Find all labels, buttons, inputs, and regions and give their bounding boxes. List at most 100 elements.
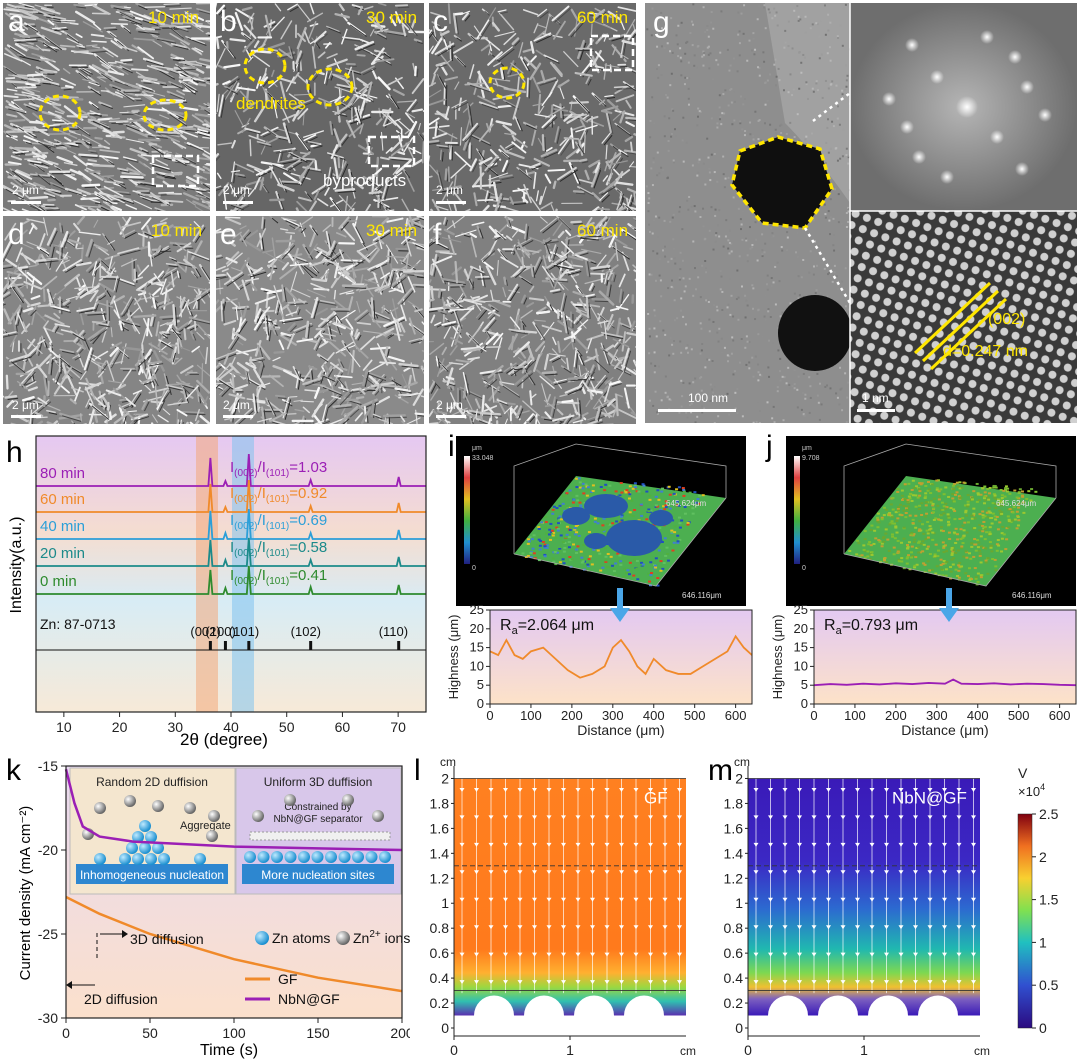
- panel-letter: k: [6, 756, 21, 787]
- zn-atom: [152, 842, 164, 854]
- y-tick-label: -15: [38, 758, 58, 774]
- scale-label: 2 μm: [436, 398, 463, 412]
- zn-electrode-bump: [474, 995, 514, 1016]
- zn-ion: [284, 794, 296, 806]
- panel-letter: m: [708, 756, 733, 787]
- diffraction-spot: [882, 92, 896, 106]
- panel-e: e 30 min 2 μm: [216, 216, 424, 424]
- zn-atom: [244, 851, 256, 863]
- reference-peak-label: (100): [205, 624, 235, 639]
- panel-d: d 10 min 2 μm: [3, 216, 210, 424]
- map-dimension: 646.116μm: [1012, 591, 1052, 600]
- x-tick-label: 0: [450, 1042, 458, 1058]
- zn-electrode-bump: [574, 995, 614, 1016]
- highlight-circle: [488, 66, 526, 100]
- y-tick-label: 1.4: [724, 845, 744, 861]
- sem-texture: [429, 216, 636, 424]
- y-tick-label: 1.2: [430, 870, 450, 886]
- map-dimension: 646.116μm: [682, 591, 722, 600]
- x-axis-label: Distance (μm): [901, 722, 988, 738]
- zn-atom: [325, 851, 337, 863]
- y-axis-label: Highness (μm): [770, 615, 785, 700]
- map-max: 9.708: [802, 455, 820, 462]
- intensity-ratio: I(002)/I(101)=1.03: [230, 459, 327, 479]
- annotation-2d: 2D diffusion: [84, 991, 158, 1007]
- zn-atom: [94, 853, 106, 865]
- reference-peak-label: (110): [379, 624, 408, 639]
- panel-a: a 10 min 2 μm: [3, 3, 210, 211]
- panel-h: 80 min I(002)/I(101)=1.03 60 min I(002)/I(1…: [0, 428, 430, 754]
- zn-atom: [126, 842, 138, 854]
- simulation-label: GF: [644, 788, 668, 807]
- intensity-ratio: I(002)/I(101)=0.92: [230, 485, 327, 505]
- field-simulation-gf: GF 2 1.8 1.6 1.4 1.2 1 0.8 0.6 0.4 0.2 0 cm 0 1 cm: [430, 756, 696, 1058]
- substrate: [76, 864, 228, 884]
- zn-atom: [365, 851, 378, 863]
- profile-chart: 0 5 10 15 20 25 0 100 200 300 400 500 600 Distance (μ…: [770, 588, 1077, 738]
- arrow-icon: [610, 608, 630, 622]
- reference-peak-label: (002): [190, 624, 220, 639]
- zn-atom: [338, 851, 351, 863]
- time-label: 60 min: [577, 221, 629, 240]
- panel-letter: l: [414, 756, 421, 787]
- scale-bar: [436, 415, 466, 418]
- y-tick-label: -25: [38, 926, 58, 942]
- colorbar-unit: V: [1018, 765, 1028, 781]
- zn-ion: [206, 830, 218, 842]
- map-dimension: 645.624μm: [666, 499, 707, 508]
- panel-b: b 30 min dendrites byproducts 2 μm: [216, 3, 424, 211]
- profile-chart: 0 5 10 15 20 25 0 100 200 300 400 500 600 Distance (μ…: [446, 588, 753, 738]
- panel-j: μm 9.708 0 645.624μm 646.116μm 0 5 10 15 20 25 0 10…: [760, 428, 1080, 754]
- surface-map-image: μm 33.048 0 645.624μm 646.116μm: [464, 443, 727, 600]
- zn-electrode-bump: [524, 995, 564, 1016]
- colorbar-tick-label: 0: [1039, 1020, 1047, 1036]
- reference-label: Zn: 87-0713: [40, 616, 116, 632]
- dendrites-label: dendrites: [236, 94, 306, 113]
- time-label: 10 min: [148, 8, 200, 27]
- panel-letter: e: [220, 218, 237, 251]
- y-tick-label: 0.2: [430, 995, 450, 1011]
- series-label: 60 min: [40, 491, 85, 508]
- y-tick-label: 0: [801, 696, 808, 711]
- zn-ion: [152, 800, 164, 812]
- y-tick-label: 1.6: [430, 820, 450, 836]
- zn-atom: [145, 831, 157, 843]
- y-tick-label: 1.2: [724, 870, 744, 886]
- x-tick-label: 400: [643, 708, 665, 723]
- map-unit: μm: [472, 445, 482, 452]
- diffraction-spot: [900, 120, 914, 134]
- zn-atom: [145, 853, 157, 865]
- arrow-icon: [939, 608, 959, 622]
- scheme-caption: More nucleation sites: [261, 868, 374, 882]
- time-label: 30 min: [366, 221, 418, 240]
- scheme-title: Uniform 3D duffision: [264, 775, 373, 789]
- zn-atom: [311, 851, 324, 863]
- x-tick-label: 600: [725, 708, 747, 723]
- xrd-pattern-line: [36, 537, 426, 567]
- panel-letter: d: [8, 218, 25, 251]
- field-map: [748, 778, 980, 1016]
- panel-letter: c: [433, 5, 448, 38]
- pit-region: [606, 520, 662, 556]
- xrd-pattern-line: [36, 565, 426, 595]
- time-label: 60 min: [577, 8, 629, 27]
- y-tick-label: 0: [441, 1020, 449, 1036]
- tem-image: [645, 3, 1077, 423]
- y-tick-label: 1.8: [724, 795, 744, 811]
- time-label: 10 min: [151, 221, 203, 240]
- zn-atom: [194, 853, 206, 865]
- y-axis-label: Highness (μm): [446, 615, 461, 700]
- series-label: 40 min: [40, 518, 85, 535]
- y-tick-label: 1.4: [430, 845, 450, 861]
- highlight-circle: [243, 47, 287, 85]
- zn-atom: [298, 851, 310, 863]
- height-profile-line: [489, 634, 753, 679]
- x-tick-label: 600: [1049, 708, 1071, 723]
- diffraction-spot: [1015, 162, 1029, 176]
- zn-atom: [132, 853, 144, 865]
- zn-atom: [352, 851, 364, 863]
- zn-electrode-bump: [768, 995, 808, 1016]
- highlight-band-002: [196, 436, 218, 712]
- y-tick-label: 15: [470, 640, 484, 655]
- panel-letter: f: [433, 218, 442, 251]
